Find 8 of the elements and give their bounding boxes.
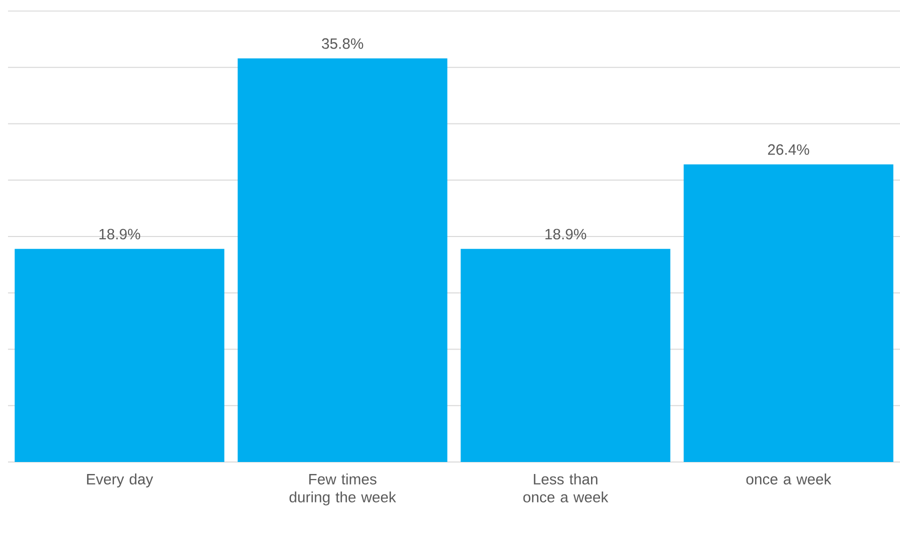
x-tick-label: Less than once a week (523, 474, 608, 502)
x-tick-label: once a week (746, 474, 832, 484)
data-label: 18.9% (99, 228, 140, 240)
data-label: 26.4% (768, 144, 810, 155)
data-label: 18.9% (545, 228, 586, 240)
data-label: 35.8% (322, 38, 364, 49)
x-tick-label: Few times during the week (290, 474, 396, 506)
x-tick-label: Every day (87, 474, 154, 488)
